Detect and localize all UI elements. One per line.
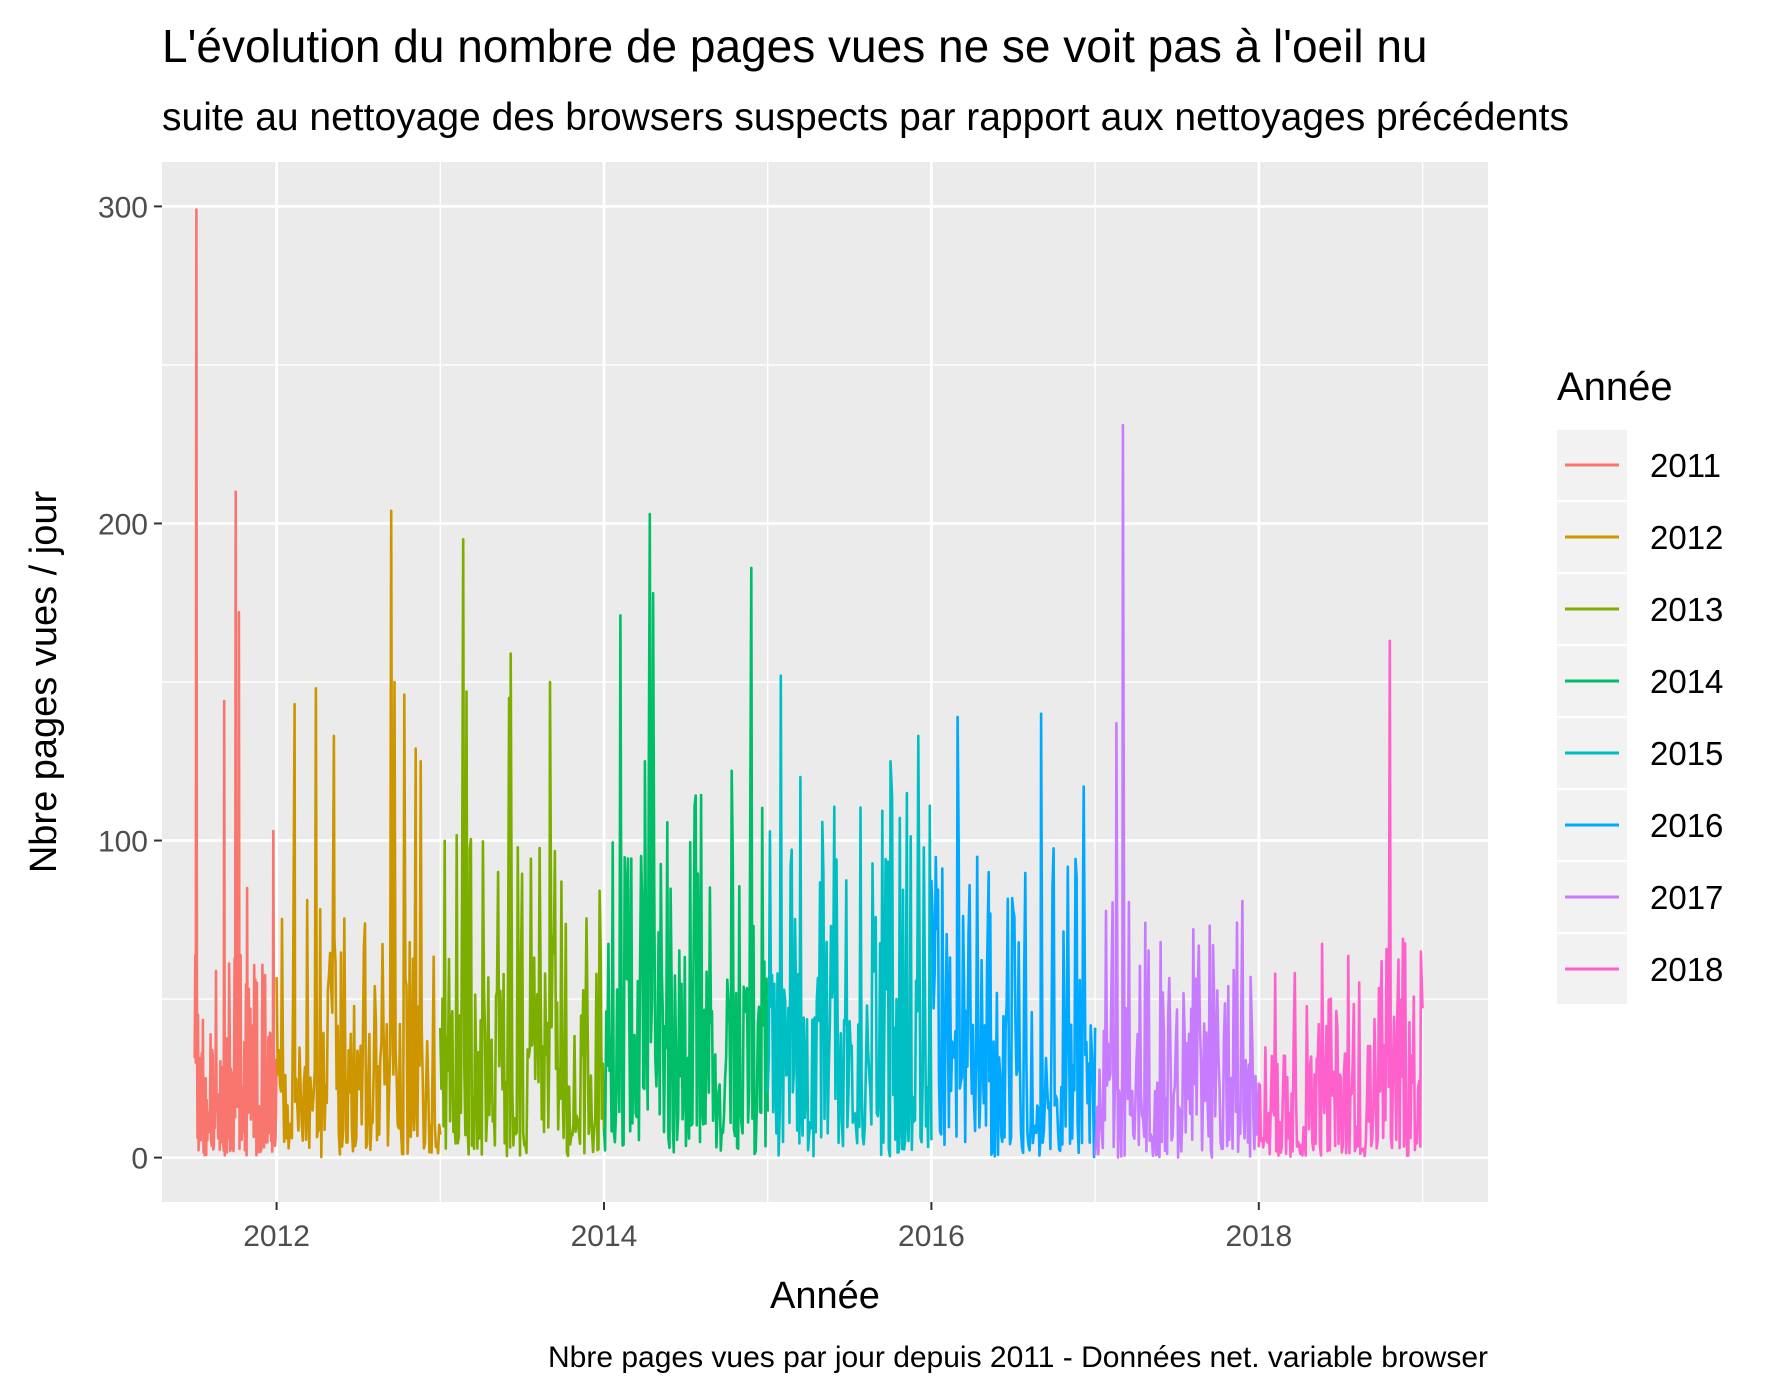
x-tick-label: 2012: [243, 1220, 310, 1253]
series-line-2016: [930, 712, 1097, 1159]
legend-label-2016: 2016: [1650, 807, 1723, 844]
legend: Année 2011 2012 2013 2014 2015 2016 2017 2018: [1557, 365, 1723, 1004]
y-tick-label: 200: [98, 508, 148, 541]
legend-label-2017: 2017: [1650, 879, 1723, 916]
legend-title: Année: [1557, 365, 1673, 409]
legend-label-2015: 2015: [1650, 735, 1723, 772]
series-line-2011: [193, 208, 278, 1157]
y-axis-title: Nbre pages vues / jour: [23, 490, 65, 873]
legend-label-2014: 2014: [1650, 663, 1723, 700]
y-axis: 0 100 200 300: [98, 191, 162, 1176]
legend-label-2013: 2013: [1650, 591, 1723, 628]
x-axis-title: Année: [770, 1275, 880, 1317]
legend-label-2012: 2012: [1650, 519, 1723, 556]
series-line-2014: [602, 512, 769, 1156]
x-tick-label: 2014: [571, 1220, 638, 1253]
chart-title: L'évolution du nombre de pages vues ne s…: [162, 20, 1428, 72]
chart-subtitle: suite au nettoyage des browsers suspects…: [162, 96, 1569, 139]
legend-label-2018: 2018: [1650, 951, 1723, 988]
y-tick-label: 0: [131, 1143, 148, 1176]
series-line-2015: [766, 674, 933, 1158]
x-tick-label: 2016: [898, 1220, 965, 1253]
x-tick-label: 2018: [1225, 1220, 1292, 1253]
legend-label-2011: 2011: [1650, 447, 1721, 484]
series-line-2018: [1257, 639, 1424, 1158]
chart-caption: Nbre pages vues par jour depuis 2011 - D…: [548, 1341, 1488, 1374]
y-tick-label: 300: [98, 191, 148, 224]
grid-minor: [162, 162, 1488, 1202]
x-axis: 2012 2014 2016 2018: [243, 1202, 1292, 1253]
series-line-2013: [439, 538, 606, 1158]
series-line-2017: [1093, 423, 1261, 1159]
series-layer: [193, 208, 1424, 1159]
y-tick-label: 100: [98, 826, 148, 859]
series-line-2012: [275, 509, 442, 1159]
